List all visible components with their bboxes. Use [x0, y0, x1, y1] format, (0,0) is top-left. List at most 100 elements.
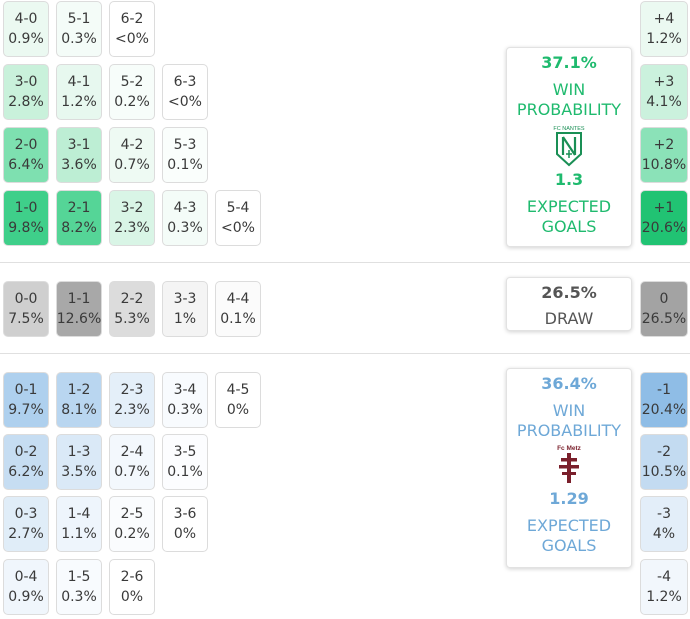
- away-win-label-line2: PROBABILITY: [516, 421, 622, 440]
- scoreline-label: 2-0: [14, 137, 38, 153]
- away-win-probability: 36.4%: [541, 374, 597, 393]
- probability-value: <0%: [115, 31, 149, 47]
- scoreline-label: 1-2: [67, 382, 91, 398]
- probability-value: 0.1%: [220, 311, 256, 327]
- away-scoreline-cell: 3-4 0.3%: [162, 372, 208, 428]
- scoreline-label: 2-2: [120, 291, 144, 307]
- scoreline-label: 3-3: [173, 291, 197, 307]
- probability-value: 20.6%: [641, 220, 687, 236]
- draw-probability: 26.5%: [541, 283, 597, 302]
- margin-label: +2: [653, 137, 675, 153]
- away-scoreline-cell: 1-3 3.5%: [56, 434, 102, 490]
- probability-value: 12.6%: [56, 311, 102, 327]
- draw-margin-cell: 0 26.5%: [640, 281, 688, 337]
- probability-value: 20.4%: [641, 402, 687, 418]
- home-win-probability: 37.1%: [541, 53, 597, 72]
- scoreline-label: 0-0: [14, 291, 38, 307]
- scoreline-label: 5-2: [120, 74, 144, 90]
- scoreline-label: 0-3: [14, 506, 38, 522]
- probability-value: 0.1%: [167, 157, 203, 173]
- scoreline-label: 5-1: [67, 11, 91, 27]
- home-scoreline-cell: 3-2 2.3%: [109, 190, 155, 246]
- home-scoreline-cell: 2-1 8.2%: [56, 190, 102, 246]
- scoreline-label: 5-3: [173, 137, 197, 153]
- probability-value: 0.2%: [114, 94, 150, 110]
- away-scoreline-cell: 2-6 0%: [109, 559, 155, 615]
- scoreline-label: 3-2: [120, 200, 144, 216]
- probability-value: 9.8%: [8, 220, 44, 236]
- scoreline-label: 4-3: [173, 200, 197, 216]
- home-win-label-line2: PROBABILITY: [516, 100, 622, 119]
- probability-value: 0.3%: [167, 402, 203, 418]
- away-scoreline-cell: 1-2 8.1%: [56, 372, 102, 428]
- fc-nantes-crest-icon: FC NANTES: [507, 124, 631, 168]
- scoreline-label: 4-5: [226, 382, 250, 398]
- scoreline-label: 3-4: [173, 382, 197, 398]
- home-scoreline-cell: 4-1 1.2%: [56, 64, 102, 120]
- away-xg-label-line1: EXPECTED: [526, 516, 612, 535]
- scoreline-label: 2-3: [120, 382, 144, 398]
- probability-value: 0.7%: [114, 464, 150, 480]
- home-scoreline-cell: 4-2 0.7%: [109, 127, 155, 183]
- home-scoreline-cell: 5-1 0.3%: [56, 1, 102, 57]
- away-scoreline-cell: 2-5 0.2%: [109, 496, 155, 552]
- away-scoreline-cell: 3-6 0%: [162, 496, 208, 552]
- scoreline-label: 3-6: [173, 506, 197, 522]
- scoreline-label: 2-1: [67, 200, 91, 216]
- probability-value: 8.1%: [61, 402, 97, 418]
- probability-value: 0.3%: [167, 220, 203, 236]
- probability-value: 6.4%: [8, 157, 44, 173]
- away-win-label-line1: WIN: [552, 401, 586, 420]
- home-xg-label-line2: GOALS: [541, 217, 597, 236]
- probability-value: 0.3%: [61, 589, 97, 605]
- draw-scoreline-cell: 3-3 1%: [162, 281, 208, 337]
- margin-label: +1: [653, 200, 675, 216]
- probability-value: 0.9%: [8, 589, 44, 605]
- scoreline-label: 0-1: [14, 382, 38, 398]
- probability-value: 0.1%: [167, 464, 203, 480]
- away-margin-cell: -3 4%: [640, 496, 688, 552]
- away-scoreline-cell: 1-5 0.3%: [56, 559, 102, 615]
- away-win-card: 36.4% WIN PROBABILITY Fc Metz 1.29 EXPEC…: [506, 368, 632, 568]
- scoreline-label: 2-5: [120, 506, 144, 522]
- margin-label: -4: [657, 569, 671, 585]
- probability-value: 1.2%: [646, 31, 682, 47]
- probability-value: 2.3%: [114, 220, 150, 236]
- scoreline-label: 2-6: [120, 569, 144, 585]
- section-divider-top: [0, 262, 690, 263]
- away-scoreline-cell: 0-3 2.7%: [3, 496, 49, 552]
- probability-value: 0.7%: [114, 157, 150, 173]
- scoreline-label: 1-0: [14, 200, 38, 216]
- scoreline-label: 2-4: [120, 444, 144, 460]
- scoreline-label: 0-4: [14, 569, 38, 585]
- away-scoreline-cell: 3-5 0.1%: [162, 434, 208, 490]
- probability-value: 0%: [173, 526, 197, 542]
- home-scoreline-cell: 1-0 9.8%: [3, 190, 49, 246]
- away-scoreline-cell: 0-1 9.7%: [3, 372, 49, 428]
- scoreline-label: 6-3: [173, 74, 197, 90]
- home-margin-cell: +4 1.2%: [640, 1, 688, 57]
- home-scoreline-cell: 3-1 3.6%: [56, 127, 102, 183]
- probability-value: <0%: [221, 220, 255, 236]
- away-scoreline-cell: 0-2 6.2%: [3, 434, 49, 490]
- probability-value: 2.8%: [8, 94, 44, 110]
- scoreline-label: 3-1: [67, 137, 91, 153]
- scoreline-label: 4-4: [226, 291, 250, 307]
- scoreline-label: 1-1: [67, 291, 91, 307]
- probability-value: 1%: [173, 311, 197, 327]
- away-scoreline-cell: 2-3 2.3%: [109, 372, 155, 428]
- home-margin-cell: +2 10.8%: [640, 127, 688, 183]
- home-expected-goals-value: 1.3: [554, 170, 584, 189]
- home-scoreline-cell: 6-3 <0%: [162, 64, 208, 120]
- scoreline-label: 5-4: [226, 200, 250, 216]
- home-scoreline-cell: 4-0 0.9%: [3, 1, 49, 57]
- probability-value: 3.5%: [61, 464, 97, 480]
- away-margin-cell: -2 10.5%: [640, 434, 688, 490]
- probability-value: 0.3%: [61, 31, 97, 47]
- home-scoreline-cell: 4-3 0.3%: [162, 190, 208, 246]
- scoreline-label: 3-0: [14, 74, 38, 90]
- home-scoreline-cell: 3-0 2.8%: [3, 64, 49, 120]
- draw-label: DRAW: [544, 309, 594, 328]
- away-team-name: Fc Metz: [557, 445, 582, 452]
- fc-metz-crest-icon: Fc Metz: [507, 443, 631, 489]
